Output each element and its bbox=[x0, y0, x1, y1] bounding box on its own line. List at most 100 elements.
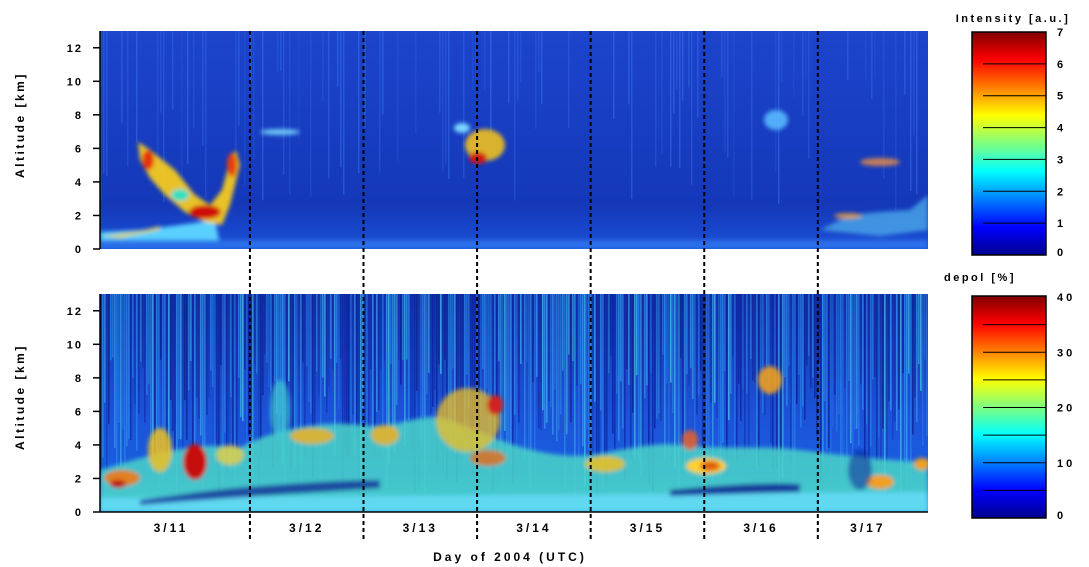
bottom-noise-stripe bbox=[474, 294, 476, 415]
bottom-noise-stripe bbox=[502, 294, 504, 498]
bottom-noise-stripe bbox=[646, 294, 648, 386]
top-noise-stripe bbox=[904, 31, 906, 96]
bottom-noise-stripe bbox=[850, 294, 852, 444]
top-noise-stripe bbox=[676, 31, 678, 90]
bottom-noise-stripe bbox=[438, 294, 440, 365]
bottom-noise-stripe bbox=[540, 294, 542, 430]
top-panel: 0 2 4 6 8 10 12 Altitude [km] bbox=[13, 31, 928, 256]
bottom-noise-stripe bbox=[634, 294, 636, 458]
bottom-noise-stripe bbox=[826, 294, 828, 450]
bottom-noise-stripe bbox=[338, 294, 340, 409]
y-tick-label: 4 bbox=[75, 177, 83, 189]
bottom-noise-stripe bbox=[896, 294, 898, 431]
bottom-noise-stripe bbox=[220, 294, 222, 365]
bottom-noise-stripe bbox=[138, 294, 140, 414]
top-noise-stripe bbox=[298, 31, 300, 140]
top-noise-stripe bbox=[328, 31, 330, 179]
bottom-noise-stripe bbox=[194, 294, 196, 447]
bottom-noise-stripe bbox=[354, 294, 356, 456]
bottom-noise-stripe bbox=[912, 294, 914, 435]
top-noise-stripe bbox=[628, 31, 630, 105]
bottom-noise-stripe bbox=[298, 294, 300, 497]
top-noise-stripe bbox=[733, 31, 735, 198]
top-noise-stripe bbox=[661, 31, 663, 154]
bottom-noise-stripe bbox=[746, 294, 748, 394]
bottom-noise-stripe bbox=[294, 294, 296, 468]
bottom-noise-stripe bbox=[644, 294, 646, 399]
bottom-noise-stripe bbox=[562, 294, 564, 371]
bottom-noise-stripe bbox=[860, 294, 862, 384]
bottom-noise-stripe bbox=[478, 294, 480, 444]
bottom-noise-stripe bbox=[890, 294, 892, 411]
bottom-dark-3-17 bbox=[848, 450, 872, 490]
bottom-noise-stripe bbox=[452, 294, 454, 369]
bottom-noise-stripe bbox=[760, 294, 762, 386]
bottom-noise-stripe bbox=[846, 294, 848, 473]
bottom-noise-stripe bbox=[842, 294, 844, 479]
bottom-noise-stripe bbox=[572, 294, 574, 362]
bottom-noise-stripe bbox=[408, 294, 410, 421]
bottom-noise-stripe bbox=[510, 294, 512, 466]
bottom-colorbar-ticks: 0 10 20 30 40 bbox=[983, 292, 1072, 522]
bottom-noise-stripe bbox=[326, 294, 328, 413]
bottom-noise-stripe bbox=[686, 294, 688, 375]
top-noise-stripe bbox=[490, 31, 492, 135]
bottom-noise-stripe bbox=[128, 294, 130, 440]
bottom-noise-stripe bbox=[122, 294, 124, 429]
bottom-noise-stripe bbox=[160, 294, 162, 360]
bottom-noise-stripe bbox=[238, 294, 240, 378]
top-noise-stripe bbox=[517, 31, 519, 101]
bottom-noise-stripe bbox=[256, 294, 258, 374]
bottom-noise-stripe bbox=[308, 294, 310, 402]
bottom-noise-stripe bbox=[516, 294, 518, 465]
bottom-noise-stripe bbox=[508, 294, 510, 457]
bottom-noise-stripe bbox=[538, 294, 540, 429]
bottom-noise-stripe bbox=[440, 294, 442, 374]
top-noise-stripe bbox=[847, 31, 849, 81]
x-tick-label: 3/12 bbox=[289, 521, 324, 535]
bottom-noise-stripe bbox=[922, 294, 924, 446]
y-tick-label: 12 bbox=[67, 306, 83, 318]
top-cloud-upper-3-14 bbox=[454, 123, 470, 133]
bottom-noise-stripe bbox=[624, 294, 626, 481]
bottom-noise-stripe bbox=[732, 294, 734, 357]
top-noise-stripe bbox=[187, 31, 189, 165]
bottom-noise-stripe bbox=[378, 294, 380, 411]
top-y-ticks: 0 2 4 6 8 10 12 bbox=[67, 43, 100, 256]
bottom-noise-stripe bbox=[120, 294, 122, 467]
bottom-noise-stripe bbox=[182, 294, 184, 484]
bottom-noise-stripe bbox=[900, 294, 902, 492]
bottom-noise-stripe bbox=[316, 294, 318, 372]
bottom-noise-stripe bbox=[130, 294, 132, 441]
bottom-noise-stripe bbox=[156, 294, 158, 465]
bottom-noise-stripe bbox=[364, 294, 366, 438]
bottom-noise-stripe bbox=[230, 294, 232, 398]
bottom-noise-stripe bbox=[800, 294, 802, 428]
top-noise-stripe bbox=[697, 31, 699, 118]
y-tick-label: 8 bbox=[75, 110, 83, 122]
bottom-noise-stripe bbox=[320, 294, 322, 500]
bottom-noise-stripe bbox=[630, 294, 632, 460]
top-noise-stripe bbox=[343, 31, 345, 195]
bottom-noise-stripe bbox=[214, 294, 216, 469]
bottom-noise-stripe bbox=[576, 294, 578, 386]
bottom-noise-stripe bbox=[880, 294, 882, 482]
bottom-noise-stripe bbox=[592, 294, 594, 481]
bottom-noise-stripe bbox=[240, 294, 242, 418]
bottom-noise-stripe bbox=[376, 294, 378, 412]
top-cloud-edge-3-12 bbox=[227, 153, 237, 177]
top-noise-stripe bbox=[439, 31, 441, 113]
top-noise-stripe bbox=[475, 31, 477, 83]
bottom-noise-stripe bbox=[822, 294, 824, 458]
top-noise-stripe bbox=[157, 31, 159, 189]
bottom-core-3-11 bbox=[110, 480, 126, 488]
top-cloud-3-17 bbox=[860, 158, 900, 166]
bottom-noise-stripe bbox=[360, 294, 362, 479]
bottom-noise-stripe bbox=[486, 294, 488, 389]
top-noise-stripe bbox=[340, 31, 342, 168]
top-noise-stripe bbox=[541, 31, 543, 104]
y-tick-label: 0 bbox=[75, 507, 83, 519]
bottom-noise-stripe bbox=[430, 294, 432, 414]
bottom-noise-stripe bbox=[640, 294, 642, 476]
